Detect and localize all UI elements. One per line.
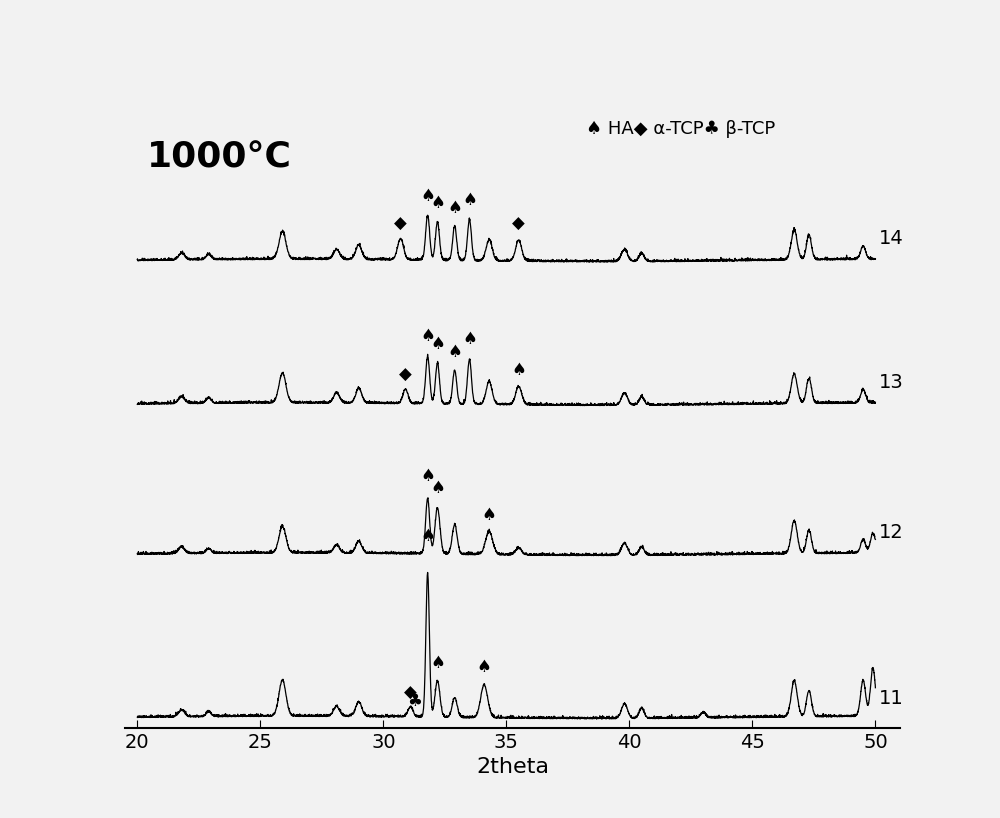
Text: 14: 14 (879, 229, 904, 248)
Text: ♣: ♣ (407, 692, 422, 710)
Text: ♠: ♠ (430, 195, 445, 213)
Text: ♠: ♠ (447, 343, 462, 361)
Text: ♠: ♠ (430, 479, 445, 497)
X-axis label: 2theta: 2theta (476, 757, 549, 777)
Text: 12: 12 (879, 523, 904, 542)
Text: ♠: ♠ (482, 506, 497, 524)
Text: ♠: ♠ (420, 467, 435, 486)
Text: ♠: ♠ (511, 362, 526, 380)
Text: 13: 13 (879, 372, 904, 392)
Text: ♠: ♠ (462, 191, 477, 209)
Text: ◆: ◆ (404, 685, 417, 703)
Text: ♠: ♠ (430, 654, 445, 672)
Text: ♠: ♠ (447, 199, 462, 217)
Text: ♠: ♠ (477, 658, 492, 676)
Text: ♠: ♠ (430, 335, 445, 353)
Text: ◆: ◆ (399, 366, 412, 384)
Text: ♠: ♠ (420, 327, 435, 345)
Text: 1000°C: 1000°C (147, 141, 292, 174)
Text: ♠: ♠ (462, 330, 477, 348)
Text: 11: 11 (879, 689, 904, 708)
Text: ◆: ◆ (512, 214, 525, 232)
Text: ♠: ♠ (420, 527, 435, 545)
Text: ◆: ◆ (394, 214, 407, 232)
Text: ♠: ♠ (420, 187, 435, 204)
Text: ♠ HA◆ α-TCP♣ β-TCP: ♠ HA◆ α-TCP♣ β-TCP (586, 120, 775, 138)
